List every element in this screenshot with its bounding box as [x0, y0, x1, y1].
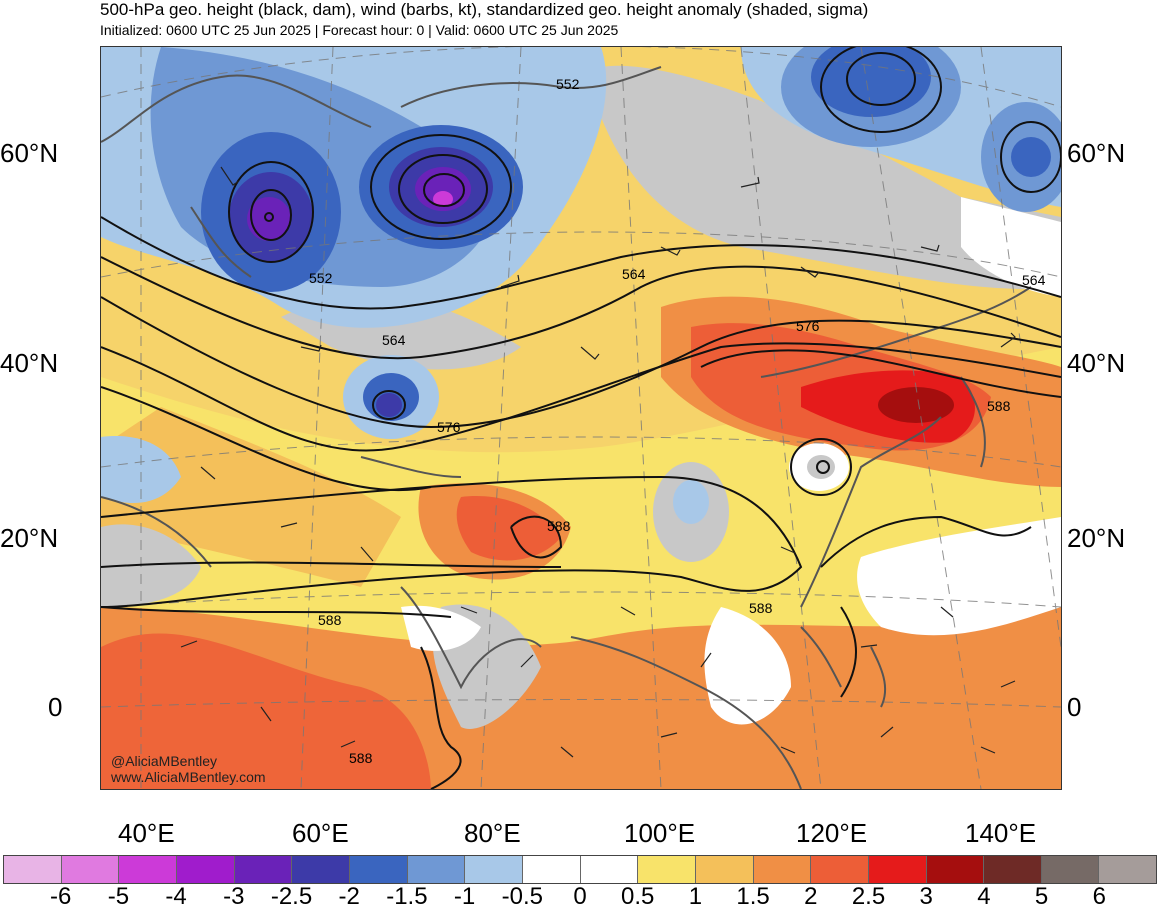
colorbar-cell	[176, 856, 235, 883]
map-panel: 552 552 564 564 564 576 576 588 588 588 …	[100, 46, 1062, 790]
lat-label-left: 60°N	[0, 138, 59, 168]
map-canvas: 552 552 564 564 564 576 576 588 588 588 …	[101, 47, 1061, 789]
contour-label: 588	[349, 750, 373, 766]
colorbar-tick-label: 0.5	[621, 883, 655, 910]
colorbar-tick-label: 1.5	[736, 883, 770, 910]
colorbar-tick-label: -0.5	[501, 883, 543, 910]
lon-label: 40°E	[118, 818, 175, 848]
colorbar-cell	[984, 856, 1042, 883]
colorbar-cell	[349, 856, 408, 883]
colorbar-tick-label: -2	[338, 883, 360, 910]
colorbar-cell	[4, 856, 62, 883]
colorbar-cell	[753, 856, 812, 883]
colorbar-cell	[292, 856, 350, 883]
lon-label: 100°E	[624, 818, 696, 848]
colorbar-cell	[695, 856, 754, 883]
colorbar-tick-label: -3	[223, 883, 245, 910]
contour-label: 576	[796, 318, 820, 334]
colorbar-cell	[811, 856, 869, 883]
lat-label-right: 40°N	[1067, 348, 1126, 378]
colorbar-tick-label: -1	[453, 883, 476, 910]
colorbar-cell	[61, 856, 120, 883]
lat-label-right: 0	[1067, 692, 1082, 722]
colorbar-cell	[522, 856, 581, 883]
colorbar-cell	[119, 856, 177, 883]
colorbar-tick-label: 5	[1034, 883, 1049, 910]
contour-label: 564	[622, 266, 646, 282]
contour-label: 564	[1022, 272, 1046, 288]
lat-label-right: 60°N	[1067, 138, 1126, 168]
contour-label: 588	[987, 398, 1011, 414]
lon-label: 60°E	[292, 818, 349, 848]
colorbar-tick-label: 4	[977, 883, 991, 910]
coastlines	[101, 66, 1032, 789]
lat-label-left: 20°N	[0, 523, 59, 553]
contour-label: 564	[382, 332, 406, 348]
lon-label: 120°E	[796, 818, 868, 848]
wind-barbs	[180, 166, 1016, 758]
contour-label: 576	[437, 419, 461, 435]
colorbar-cell	[580, 856, 639, 883]
lon-label: 140°E	[965, 818, 1037, 848]
colorbar-tick-label: 1	[688, 883, 703, 910]
contour-label: 588	[547, 518, 571, 534]
colorbar-cell	[638, 856, 696, 883]
colorbar-tick-label: -4	[165, 883, 187, 910]
height-contours	[101, 47, 1061, 789]
colorbar-cell	[407, 856, 466, 883]
colorbar	[3, 855, 1157, 884]
lat-label-right: 20°N	[1067, 523, 1126, 553]
credit-handle: @AliciaMBentley	[111, 753, 218, 769]
colorbar-tick-label: 6	[1092, 883, 1106, 910]
lat-label-left: 40°N	[0, 348, 59, 378]
colorbar-tick-label: 2.5	[851, 883, 886, 910]
colorbar-tick-label: 0	[573, 883, 587, 910]
colorbar-tick-label: 3	[919, 883, 933, 910]
lat-label-left: 0	[48, 692, 63, 722]
colorbar-cell	[868, 856, 927, 883]
colorbar-tick-label: 2	[804, 883, 818, 910]
colorbar-cell	[1041, 856, 1100, 883]
colorbar-tick-label: -5	[107, 883, 130, 910]
map-subtitle: Initialized: 0600 UTC 25 Jun 2025 | Fore…	[100, 22, 619, 38]
contour-label: 552	[309, 270, 333, 286]
map-title: 500-hPa geo. height (black, dam), wind (…	[100, 0, 869, 19]
contour-label: 588	[749, 600, 773, 616]
colorbar-cell	[926, 856, 985, 883]
colorbar-cell	[465, 856, 523, 883]
contour-label: 588	[318, 612, 342, 628]
colorbar-cell	[1099, 856, 1157, 883]
contour-label: 552	[556, 76, 580, 92]
colorbar-cell	[234, 856, 293, 883]
contour-labels: 552 552 564 564 564 576 576 588 588 588 …	[309, 76, 1046, 766]
colorbar-tick-label: -1.5	[386, 883, 428, 910]
lon-label: 80°E	[464, 818, 521, 848]
colorbar-tick-label: -6	[50, 883, 72, 910]
credit-site: www.AliciaMBentley.com	[111, 769, 266, 785]
anomaly-shading	[101, 47, 1061, 789]
colorbar-tick-label: -2.5	[270, 883, 313, 910]
